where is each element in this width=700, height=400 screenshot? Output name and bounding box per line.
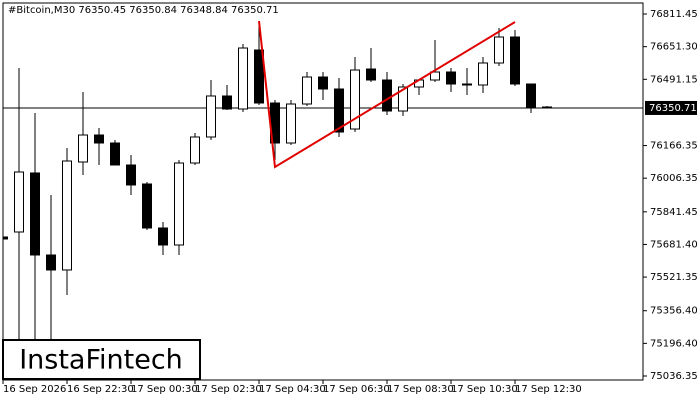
candle-body xyxy=(318,76,328,90)
candle-body xyxy=(222,95,232,110)
candle-body xyxy=(398,86,408,112)
pattern-line xyxy=(258,20,516,169)
candle-body xyxy=(78,134,88,163)
plot-area xyxy=(2,2,644,381)
candle-body xyxy=(158,227,168,246)
x-tick-label: 17 Sep 12:30 xyxy=(515,384,582,395)
candle-body xyxy=(126,164,136,186)
logo: InstaFintech xyxy=(19,345,183,376)
y-tick-label: 76811.45 xyxy=(650,9,698,20)
y-tick-label: 76651.30 xyxy=(650,42,698,53)
x-tick-label: 17 Sep 08:30 xyxy=(387,384,454,395)
candle-body xyxy=(94,134,104,144)
y-tick-label: 76491.15 xyxy=(650,74,698,85)
candle-body xyxy=(238,47,248,110)
candle-body xyxy=(430,71,440,81)
y-tick-label: 75841.45 xyxy=(650,207,698,218)
candle-body xyxy=(350,69,360,130)
logo-box xyxy=(2,339,201,380)
price-box xyxy=(645,100,697,115)
y-tick-label: 75356.40 xyxy=(650,306,698,317)
chart-title: #Bitcoin,M30 76350.45 76350.84 76348.84 … xyxy=(8,5,279,16)
plot xyxy=(3,20,643,360)
candle-body xyxy=(3,236,8,240)
candle-body xyxy=(190,136,200,164)
x-tick-label: 17 Sep 10:30 xyxy=(451,384,518,395)
y-tick-label: 75521.35 xyxy=(650,272,698,283)
y-tick-label: 75036.35 xyxy=(650,371,698,382)
x-tick-label: 17 Sep 00:30 xyxy=(131,384,198,395)
y-tick-label: 75681.40 xyxy=(650,239,698,250)
candle-body xyxy=(30,172,40,256)
price-label: 76350.71 xyxy=(649,103,697,114)
candle-body xyxy=(526,83,536,108)
candle-body xyxy=(254,49,264,104)
candle-body xyxy=(62,160,72,271)
y-tick-label: 76166.35 xyxy=(650,141,698,152)
candle-body xyxy=(382,79,392,112)
candle-body xyxy=(302,76,312,105)
candle-body xyxy=(142,183,152,229)
candle-body xyxy=(286,103,296,144)
candle-body xyxy=(446,71,456,85)
candle-body xyxy=(46,254,56,271)
candle-body xyxy=(366,68,376,81)
candle-body xyxy=(494,36,504,64)
x-tick-label: 16 Sep 2026 xyxy=(3,384,66,395)
x-tick-label: 17 Sep 06:30 xyxy=(323,384,390,395)
x-tick-label: 16 Sep 22:30 xyxy=(67,384,134,395)
candle-body xyxy=(14,171,24,233)
candle-body xyxy=(174,162,184,246)
candle-body xyxy=(510,36,520,85)
candle-body xyxy=(542,106,552,109)
y-tick-label: 76006.35 xyxy=(650,173,698,184)
x-tick-label: 17 Sep 04:30 xyxy=(259,384,326,395)
candle-body xyxy=(462,83,472,86)
candle-body xyxy=(334,88,344,133)
x-tick-label: 17 Sep 02:30 xyxy=(195,384,262,395)
candle-body xyxy=(478,62,488,86)
candle-body xyxy=(110,142,120,166)
candle-body xyxy=(206,95,216,138)
y-tick-label: 75196.40 xyxy=(650,338,698,349)
